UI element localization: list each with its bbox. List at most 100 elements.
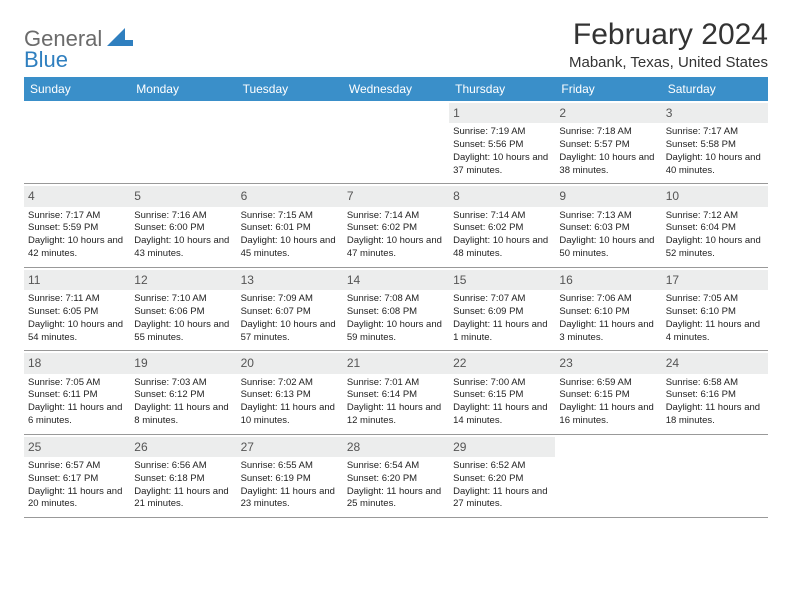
- weekday-header: Monday: [130, 77, 236, 101]
- logo-mark-icon: [107, 28, 133, 46]
- day-cell: [24, 101, 130, 183]
- day-cell: [130, 101, 236, 183]
- sunset-text: Sunset: 6:05 PM: [28, 306, 126, 319]
- day-cell: 17Sunrise: 7:05 AMSunset: 6:10 PMDayligh…: [662, 268, 768, 350]
- week-row: 11Sunrise: 7:11 AMSunset: 6:05 PMDayligh…: [24, 268, 768, 351]
- sunrise-text: Sunrise: 7:10 AM: [134, 293, 232, 306]
- daylight-text: Daylight: 11 hours and 1 minute.: [453, 319, 551, 345]
- day-number: 20: [237, 353, 343, 373]
- sunset-text: Sunset: 6:07 PM: [241, 306, 339, 319]
- sunset-text: Sunset: 6:09 PM: [453, 306, 551, 319]
- day-cell: 9Sunrise: 7:13 AMSunset: 6:03 PMDaylight…: [555, 184, 661, 266]
- weekday-header: Friday: [555, 77, 661, 101]
- weekday-header: Thursday: [449, 77, 555, 101]
- day-number: 11: [24, 270, 130, 290]
- weekday-header-row: Sunday Monday Tuesday Wednesday Thursday…: [24, 77, 768, 101]
- sunset-text: Sunset: 6:14 PM: [347, 389, 445, 402]
- day-number: 17: [662, 270, 768, 290]
- day-cell: 5Sunrise: 7:16 AMSunset: 6:00 PMDaylight…: [130, 184, 236, 266]
- sunset-text: Sunset: 6:02 PM: [347, 222, 445, 235]
- daylight-text: Daylight: 11 hours and 4 minutes.: [666, 319, 764, 345]
- sunrise-text: Sunrise: 7:07 AM: [453, 293, 551, 306]
- sunrise-text: Sunrise: 7:02 AM: [241, 377, 339, 390]
- day-cell: 19Sunrise: 7:03 AMSunset: 6:12 PMDayligh…: [130, 351, 236, 433]
- week-row: 18Sunrise: 7:05 AMSunset: 6:11 PMDayligh…: [24, 351, 768, 434]
- daylight-text: Daylight: 10 hours and 42 minutes.: [28, 235, 126, 261]
- sunrise-text: Sunrise: 7:00 AM: [453, 377, 551, 390]
- day-cell: [662, 435, 768, 517]
- sunset-text: Sunset: 6:10 PM: [666, 306, 764, 319]
- day-number: 19: [130, 353, 236, 373]
- daylight-text: Daylight: 10 hours and 48 minutes.: [453, 235, 551, 261]
- sunrise-text: Sunrise: 7:09 AM: [241, 293, 339, 306]
- sunrise-text: Sunrise: 6:55 AM: [241, 460, 339, 473]
- sunset-text: Sunset: 5:57 PM: [559, 139, 657, 152]
- day-cell: 20Sunrise: 7:02 AMSunset: 6:13 PMDayligh…: [237, 351, 343, 433]
- sunset-text: Sunset: 6:20 PM: [347, 473, 445, 486]
- day-number: 25: [24, 437, 130, 457]
- day-number: [555, 437, 661, 441]
- day-cell: [237, 101, 343, 183]
- logo-text-block: General Blue: [24, 28, 133, 71]
- day-number: 2: [555, 103, 661, 123]
- sunset-text: Sunset: 6:03 PM: [559, 222, 657, 235]
- daylight-text: Daylight: 10 hours and 54 minutes.: [28, 319, 126, 345]
- sunrise-text: Sunrise: 6:59 AM: [559, 377, 657, 390]
- sunset-text: Sunset: 6:10 PM: [559, 306, 657, 319]
- sunrise-text: Sunrise: 7:16 AM: [134, 210, 232, 223]
- day-number: [130, 103, 236, 107]
- weekday-header: Saturday: [662, 77, 768, 101]
- day-number: 14: [343, 270, 449, 290]
- weeks-container: 1Sunrise: 7:19 AMSunset: 5:56 PMDaylight…: [24, 101, 768, 518]
- week-row: 25Sunrise: 6:57 AMSunset: 6:17 PMDayligh…: [24, 435, 768, 518]
- day-cell: 2Sunrise: 7:18 AMSunset: 5:57 PMDaylight…: [555, 101, 661, 183]
- day-number: 9: [555, 186, 661, 206]
- day-number: [24, 103, 130, 107]
- sunrise-text: Sunrise: 6:54 AM: [347, 460, 445, 473]
- daylight-text: Daylight: 10 hours and 47 minutes.: [347, 235, 445, 261]
- weekday-header: Wednesday: [343, 77, 449, 101]
- sunrise-text: Sunrise: 7:03 AM: [134, 377, 232, 390]
- sunset-text: Sunset: 6:18 PM: [134, 473, 232, 486]
- month-year: February 2024: [569, 18, 768, 52]
- sunrise-text: Sunrise: 7:14 AM: [347, 210, 445, 223]
- day-cell: 14Sunrise: 7:08 AMSunset: 6:08 PMDayligh…: [343, 268, 449, 350]
- sunrise-text: Sunrise: 7:06 AM: [559, 293, 657, 306]
- week-row: 4Sunrise: 7:17 AMSunset: 5:59 PMDaylight…: [24, 184, 768, 267]
- daylight-text: Daylight: 11 hours and 27 minutes.: [453, 486, 551, 512]
- day-number: 21: [343, 353, 449, 373]
- day-number: 3: [662, 103, 768, 123]
- daylight-text: Daylight: 11 hours and 16 minutes.: [559, 402, 657, 428]
- day-cell: 18Sunrise: 7:05 AMSunset: 6:11 PMDayligh…: [24, 351, 130, 433]
- week-row: 1Sunrise: 7:19 AMSunset: 5:56 PMDaylight…: [24, 101, 768, 184]
- day-cell: 22Sunrise: 7:00 AMSunset: 6:15 PMDayligh…: [449, 351, 555, 433]
- day-number: 29: [449, 437, 555, 457]
- title-block: February 2024 Mabank, Texas, United Stat…: [569, 18, 768, 71]
- day-cell: 3Sunrise: 7:17 AMSunset: 5:58 PMDaylight…: [662, 101, 768, 183]
- sunset-text: Sunset: 6:08 PM: [347, 306, 445, 319]
- day-number: 10: [662, 186, 768, 206]
- sunrise-text: Sunrise: 7:12 AM: [666, 210, 764, 223]
- sunset-text: Sunset: 6:15 PM: [559, 389, 657, 402]
- sunset-text: Sunset: 6:06 PM: [134, 306, 232, 319]
- daylight-text: Daylight: 10 hours and 40 minutes.: [666, 152, 764, 178]
- weekday-header: Tuesday: [237, 77, 343, 101]
- day-cell: 21Sunrise: 7:01 AMSunset: 6:14 PMDayligh…: [343, 351, 449, 433]
- location: Mabank, Texas, United States: [569, 54, 768, 71]
- sunrise-text: Sunrise: 7:11 AM: [28, 293, 126, 306]
- sunrise-text: Sunrise: 7:08 AM: [347, 293, 445, 306]
- day-cell: 27Sunrise: 6:55 AMSunset: 6:19 PMDayligh…: [237, 435, 343, 517]
- day-number: [237, 103, 343, 107]
- day-number: 13: [237, 270, 343, 290]
- day-cell: 24Sunrise: 6:58 AMSunset: 6:16 PMDayligh…: [662, 351, 768, 433]
- day-number: 26: [130, 437, 236, 457]
- sunrise-text: Sunrise: 7:01 AM: [347, 377, 445, 390]
- day-number: 12: [130, 270, 236, 290]
- sunset-text: Sunset: 6:16 PM: [666, 389, 764, 402]
- sunset-text: Sunset: 6:20 PM: [453, 473, 551, 486]
- daylight-text: Daylight: 11 hours and 21 minutes.: [134, 486, 232, 512]
- daylight-text: Daylight: 11 hours and 23 minutes.: [241, 486, 339, 512]
- day-cell: 7Sunrise: 7:14 AMSunset: 6:02 PMDaylight…: [343, 184, 449, 266]
- daylight-text: Daylight: 10 hours and 57 minutes.: [241, 319, 339, 345]
- sunset-text: Sunset: 6:13 PM: [241, 389, 339, 402]
